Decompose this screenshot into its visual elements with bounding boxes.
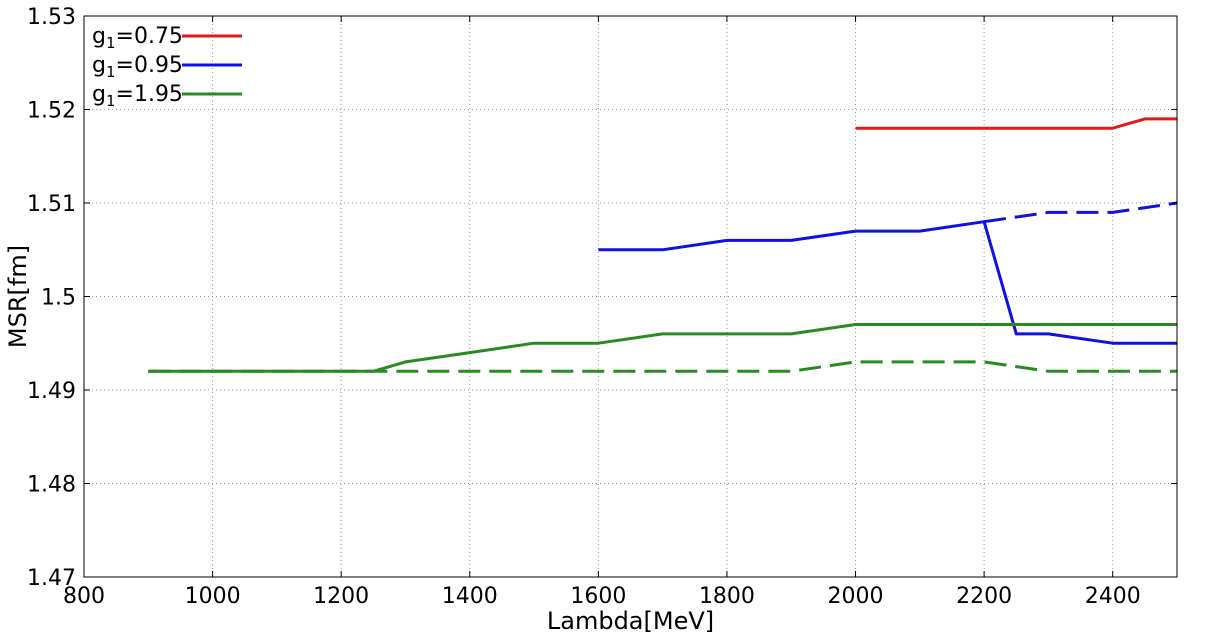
grid	[84, 16, 1177, 577]
y-axis-title: MSR[fm]	[4, 245, 32, 348]
x-tick-label: 1400	[442, 584, 498, 609]
tick-labels: 800 1000 1200 1400 1600 1800 2000 2200 2400 1.47 1…	[27, 5, 1177, 609]
x-tick-label: 2000	[828, 584, 884, 609]
x-tick-label: 1200	[313, 584, 369, 609]
series-lines	[148, 117, 1178, 373]
series-line-0	[855, 117, 1177, 130]
x-tick-label: 1000	[185, 584, 241, 609]
legend-label: g1=0.75	[92, 24, 183, 52]
y-tick-label: 1.48	[27, 473, 76, 498]
series-line-dashed-4	[148, 360, 1177, 373]
plot-frame	[83, 15, 1178, 578]
series-line-dashed-2	[983, 201, 1178, 224]
x-tick-label: 2400	[1085, 584, 1141, 609]
legend-label: g1=1.95	[92, 82, 183, 110]
y-tick-label: 1.52	[27, 99, 76, 124]
x-tick-label: 1600	[570, 584, 626, 609]
x-tick-label: 2200	[956, 584, 1012, 609]
y-tick-label: 1.5	[41, 286, 76, 311]
y-tick-label: 1.53	[27, 5, 76, 30]
x-tick-label: 1800	[699, 584, 755, 609]
y-tick-label: 1.47	[27, 566, 76, 591]
series-line-1	[598, 220, 1177, 345]
y-tick-label: 1.51	[27, 192, 76, 217]
x-tick-label: 800	[63, 584, 105, 609]
y-tick-label: 1.49	[27, 379, 76, 404]
legend-label: g1=0.95	[92, 53, 183, 81]
x-axis-title: Lambda[MeV]	[547, 607, 714, 635]
series-line-3	[148, 323, 1177, 373]
